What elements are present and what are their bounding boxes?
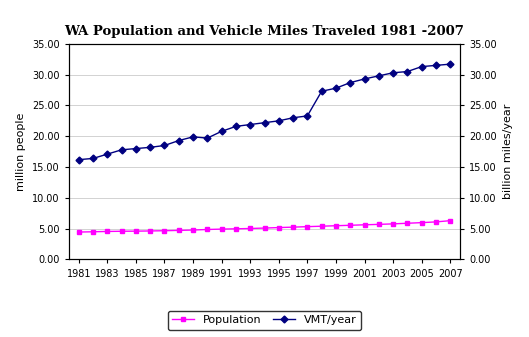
VMT/year [447, 62, 453, 66]
Population [333, 224, 339, 228]
VMT/year [433, 63, 439, 67]
VMT/year [176, 139, 182, 143]
VMT/year [104, 152, 111, 156]
VMT/year [347, 81, 353, 85]
Y-axis label: billion miles/year: billion miles/year [503, 104, 513, 200]
Population [190, 228, 196, 232]
VMT/year [290, 116, 296, 120]
Population [276, 225, 282, 229]
VMT/year [276, 119, 282, 123]
Population [418, 221, 425, 225]
Legend: Population, VMT/year: Population, VMT/year [168, 311, 361, 330]
VMT/year [333, 86, 339, 90]
VMT/year [404, 69, 411, 73]
VMT/year [76, 158, 82, 162]
VMT/year [247, 123, 253, 127]
Population [376, 222, 382, 226]
VMT/year [118, 148, 125, 152]
Population [304, 225, 311, 229]
Population [176, 228, 182, 233]
Population [104, 229, 111, 234]
VMT/year [218, 129, 225, 133]
Line: VMT/year: VMT/year [76, 62, 453, 162]
Line: Population: Population [76, 218, 453, 235]
VMT/year [390, 71, 396, 75]
Population [90, 230, 96, 234]
Population [404, 221, 411, 225]
Population [247, 226, 253, 231]
Population [218, 227, 225, 231]
Population [347, 223, 353, 227]
VMT/year [376, 74, 382, 78]
VMT/year [161, 144, 168, 148]
VMT/year [147, 145, 153, 149]
VMT/year [204, 136, 211, 140]
VMT/year [261, 121, 268, 125]
Population [361, 223, 368, 227]
Population [290, 225, 296, 229]
Population [133, 229, 139, 233]
VMT/year [190, 135, 196, 139]
VMT/year [90, 156, 96, 160]
VMT/year [304, 114, 311, 118]
VMT/year [318, 89, 325, 93]
Population [161, 229, 168, 233]
Population [147, 229, 153, 233]
Y-axis label: million people: million people [16, 113, 26, 191]
VMT/year [418, 65, 425, 69]
VMT/year [133, 147, 139, 151]
Population [433, 220, 439, 224]
Population [390, 222, 396, 226]
Population [204, 227, 211, 232]
Title: WA Population and Vehicle Miles Traveled 1981 -2007: WA Population and Vehicle Miles Traveled… [65, 26, 464, 38]
Population [261, 226, 268, 230]
VMT/year [233, 124, 239, 128]
Population [318, 224, 325, 228]
VMT/year [361, 77, 368, 81]
Population [233, 227, 239, 231]
Population [118, 229, 125, 233]
Population [76, 230, 82, 234]
Population [447, 219, 453, 223]
